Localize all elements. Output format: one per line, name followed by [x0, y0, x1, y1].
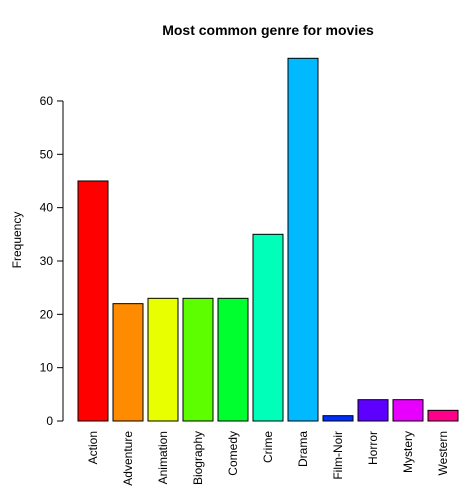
- x-tick-label: Western: [436, 431, 450, 475]
- bar: [77, 180, 109, 422]
- bar: [147, 297, 179, 422]
- bar: [322, 415, 354, 422]
- y-tick-label: 50: [40, 147, 54, 161]
- y-tick-label: 60: [40, 94, 54, 108]
- bar: [182, 297, 214, 422]
- x-tick-label: Comedy: [226, 431, 240, 476]
- x-tick-label: Crime: [261, 431, 275, 463]
- y-axis-label: Frequency: [10, 212, 24, 269]
- x-tick-label: Adventure: [121, 431, 135, 486]
- bar: [287, 57, 319, 422]
- bar: [392, 399, 424, 422]
- x-tick-label: Mystery: [401, 431, 415, 473]
- x-tick-label: Biography: [191, 431, 205, 485]
- x-tick-label: Animation: [156, 431, 170, 484]
- y-tick-label: 10: [40, 361, 54, 375]
- y-tick-label: 0: [46, 414, 53, 428]
- chart-title: Most common genre for movies: [162, 22, 374, 38]
- y-tick-label: 30: [40, 254, 54, 268]
- y-tick-label: 20: [40, 307, 54, 321]
- x-tick-label: Film-Noir: [331, 431, 345, 480]
- bar: [252, 233, 284, 422]
- y-tick-label: 40: [40, 201, 54, 215]
- bar: [112, 303, 144, 422]
- x-tick-label: Drama: [296, 431, 310, 467]
- bar: [357, 399, 389, 422]
- x-tick-label: Action: [86, 431, 100, 464]
- x-tick-label: Horror: [366, 431, 380, 465]
- bar: [217, 297, 249, 422]
- bar: [427, 409, 459, 422]
